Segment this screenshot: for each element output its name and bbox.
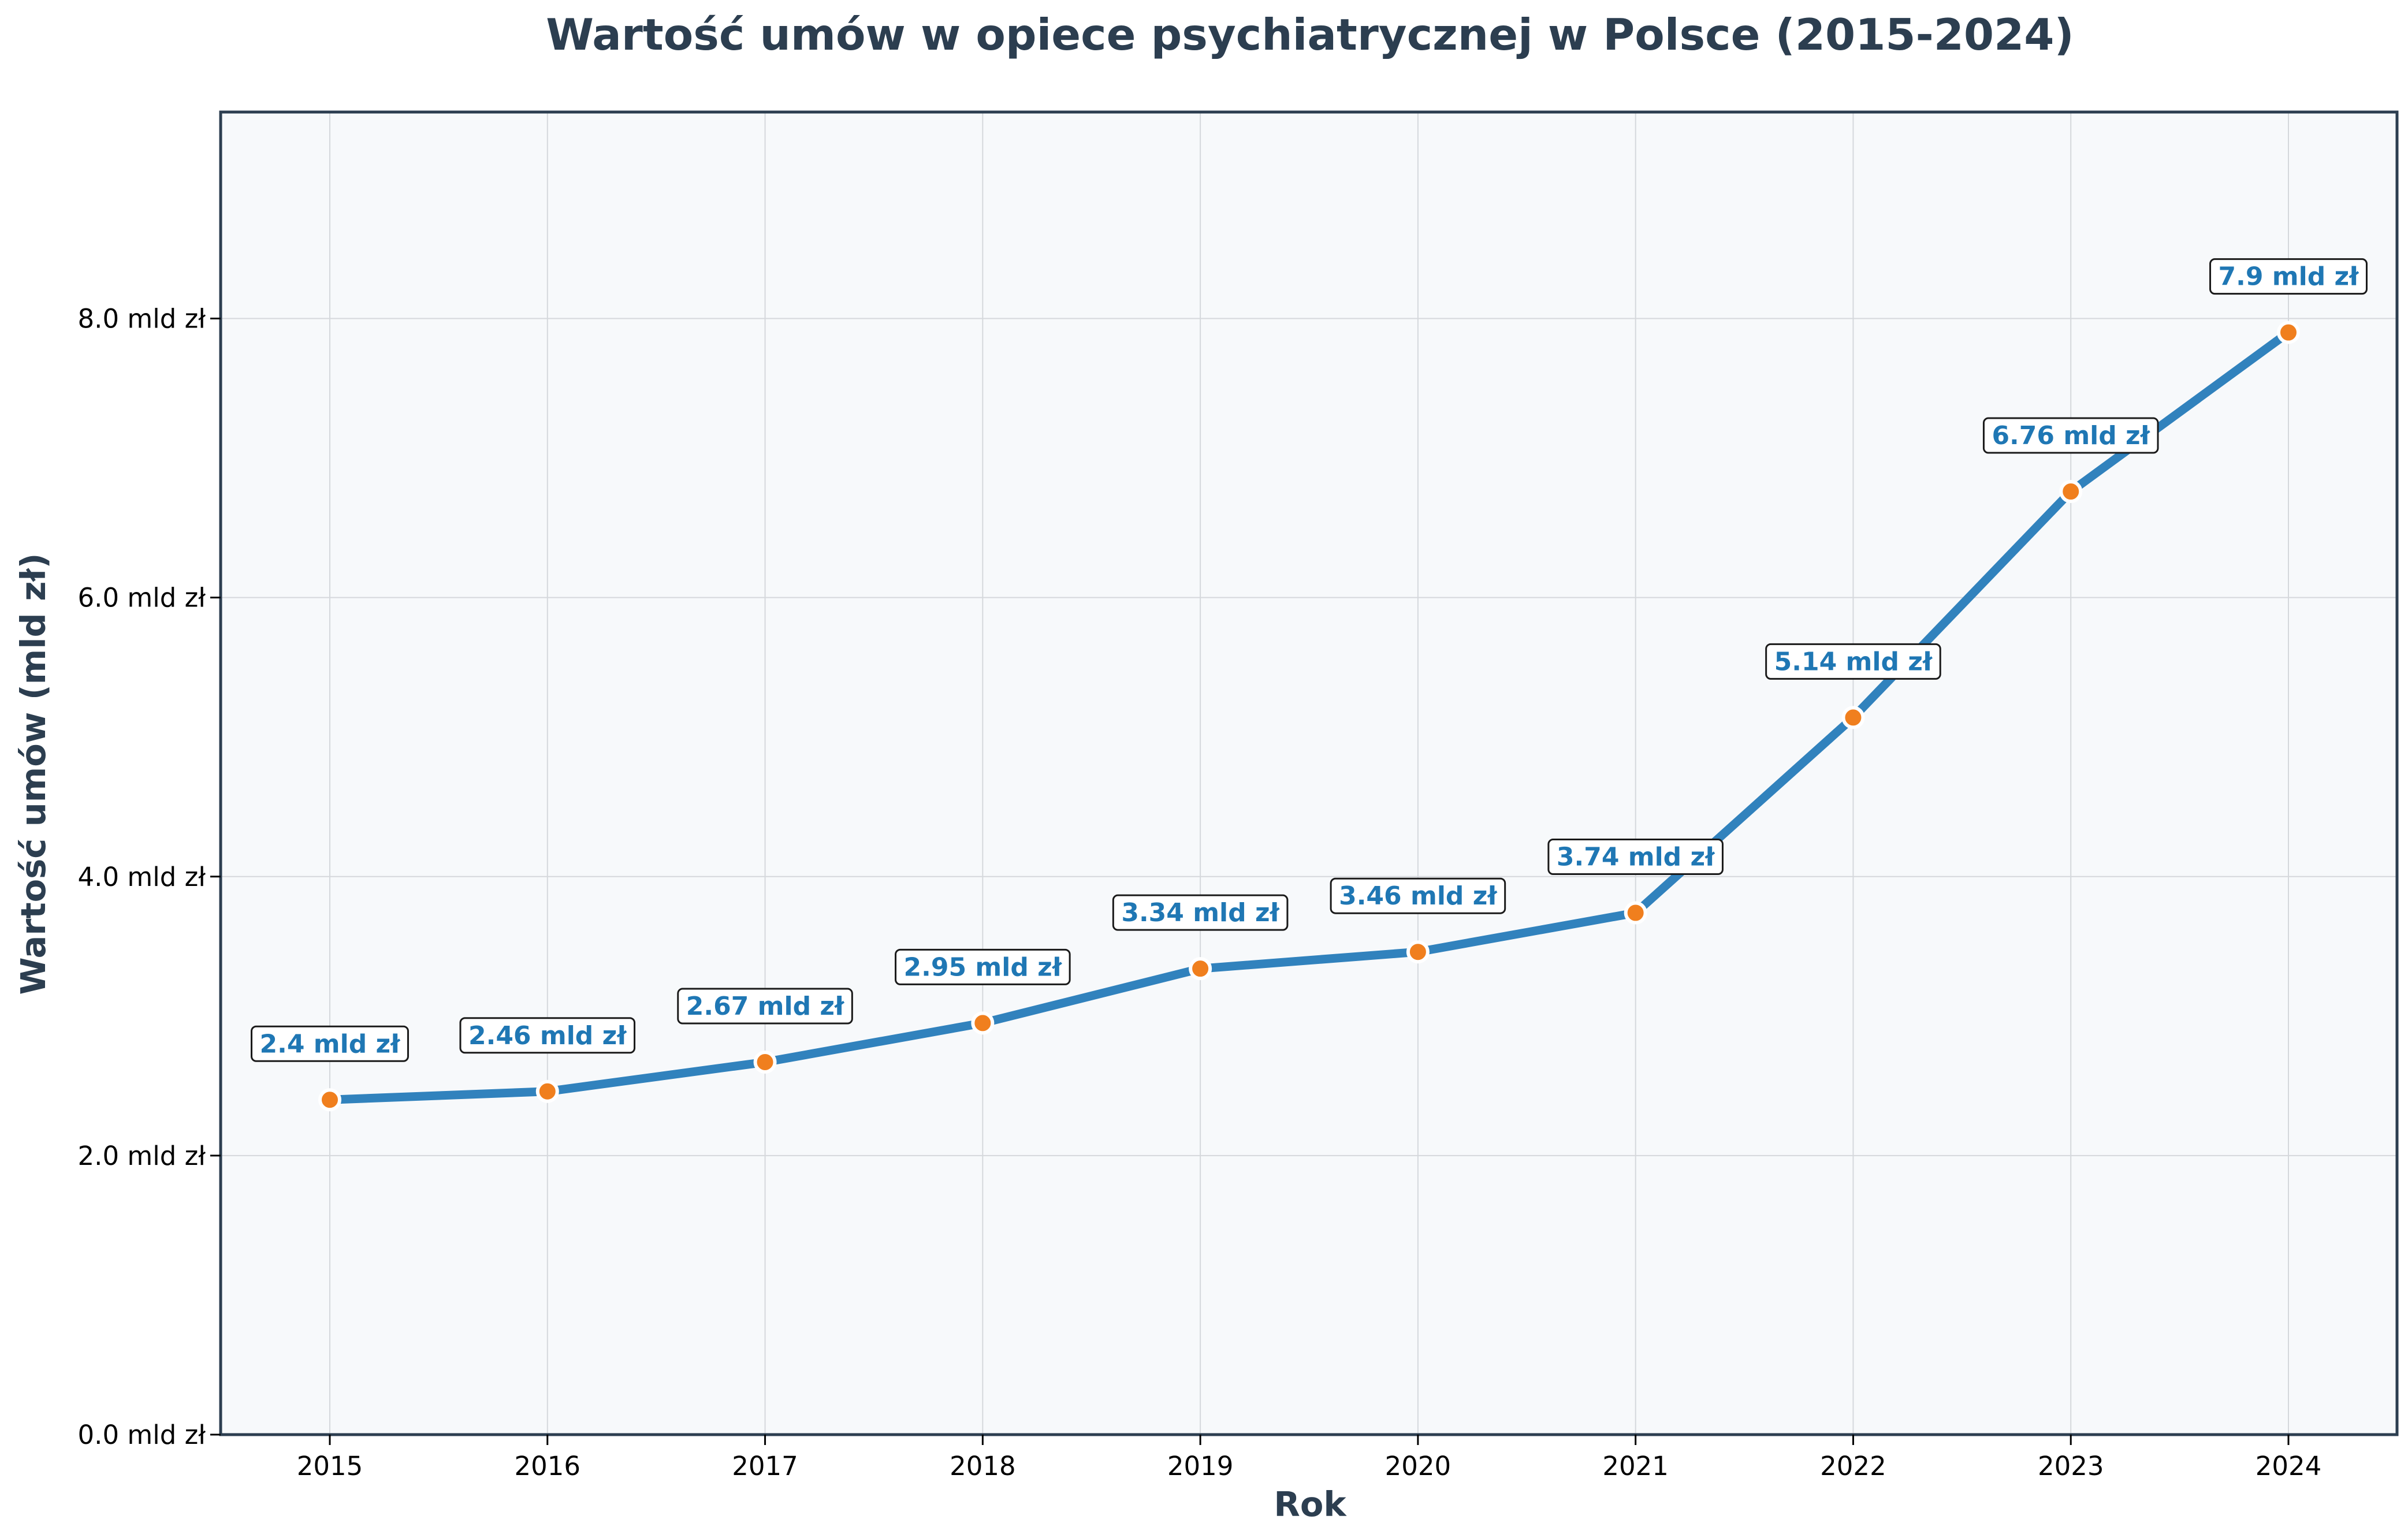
data-label-text: 2.46 mld zł: [468, 1021, 627, 1051]
data-point: [971, 1011, 995, 1035]
x-tick-label: 2017: [732, 1451, 798, 1481]
y-tick-label: 8.0 mld zł: [78, 304, 206, 334]
data-point: [2277, 321, 2300, 344]
series: [318, 321, 2300, 1112]
data-label-box: [2209, 258, 2368, 295]
data-label: 3.46 mld zł: [1330, 877, 1506, 914]
data-point: [318, 1088, 341, 1112]
data-point: [2059, 480, 2083, 504]
data-label-box: [895, 948, 1071, 985]
x-tick-label: 2020: [1385, 1451, 1452, 1481]
data-label-box: [251, 1025, 409, 1062]
data-label-text: 3.46 mld zł: [1339, 881, 1498, 911]
y-tick-label: 2.0 mld zł: [78, 1141, 206, 1171]
data-label-text: 6.76 mld zł: [1992, 421, 2150, 450]
y-axis-title: Wartość umów (mld zł): [13, 553, 53, 995]
data-label-box: [1765, 643, 1941, 680]
x-tick-label: 2018: [950, 1451, 1016, 1481]
data-label-text: 7.9 mld zł: [2219, 262, 2360, 292]
x-tick-label: 2021: [1602, 1451, 1669, 1481]
x-tick-label: 2019: [1167, 1451, 1234, 1481]
data-label: 2.95 mld zł: [895, 948, 1071, 985]
data-label-text: 2.95 mld zł: [904, 952, 1063, 982]
data-label-box: [1330, 877, 1506, 914]
x-tick-label: 2016: [515, 1451, 581, 1481]
data-label-text: 3.34 mld zł: [1121, 898, 1280, 928]
data-labels: 2.4 mld zł 2.46 mld zł 2.67 mld zł 2.95 mld…: [251, 258, 2368, 1062]
data-label-box: [677, 988, 853, 1025]
chart-title: Wartość umów w opiece psychiatrycznej w …: [546, 9, 2074, 60]
y-tick-label: 6.0 mld zł: [78, 583, 206, 613]
data-label-text: 3.74 mld zł: [1557, 843, 1715, 872]
grid: [221, 112, 2397, 1435]
data-label-text: 2.67 mld zł: [686, 992, 845, 1021]
x-axis-title: Rok: [1274, 1484, 1347, 1524]
data-point: [753, 1051, 777, 1074]
y-tick-label: 4.0 mld zł: [78, 862, 206, 892]
plot-frame: [219, 110, 2399, 1436]
x-axis: 2015 2016 2017 2018 2019 2020 2021 2022 2023 2024: [297, 1435, 2322, 1481]
x-tick-label: 2023: [2038, 1451, 2104, 1481]
x-tick-label: 2022: [1820, 1451, 1886, 1481]
data-label-box: [1982, 417, 2159, 454]
data-label: 5.14 mld zł: [1765, 643, 1941, 680]
data-label: 3.74 mld zł: [1547, 839, 1724, 876]
data-label-text: 5.14 mld zł: [1774, 647, 1933, 676]
data-label: 6.76 mld zł: [1982, 417, 2159, 454]
data-point: [535, 1079, 559, 1103]
data-label-box: [459, 1017, 636, 1054]
data-label: 2.4 mld zł: [251, 1025, 409, 1062]
data-label: 7.9 mld zł: [2209, 258, 2368, 295]
data-label-box: [1112, 894, 1289, 931]
x-tick-label: 2024: [2256, 1451, 2322, 1481]
data-point: [1189, 957, 1212, 981]
data-label-box: [1547, 839, 1724, 876]
plot-background: [221, 112, 2397, 1435]
data-point: [1624, 901, 1647, 925]
y-tick-label: 0.0 mld zł: [78, 1420, 206, 1450]
data-label: 3.34 mld zł: [1112, 894, 1289, 931]
series-line: [325, 328, 2293, 1104]
data-label-text: 2.4 mld zł: [260, 1029, 401, 1059]
data-point: [1406, 940, 1430, 964]
y-axis: 0.0 mld zł 2.0 mld zł 4.0 mld zł 6.0 mld zł…: [78, 304, 221, 1450]
data-point: [1841, 706, 1865, 729]
data-label: 2.46 mld zł: [459, 1017, 636, 1054]
data-label: 2.67 mld zł: [677, 988, 853, 1025]
x-tick-label: 2015: [297, 1451, 363, 1481]
